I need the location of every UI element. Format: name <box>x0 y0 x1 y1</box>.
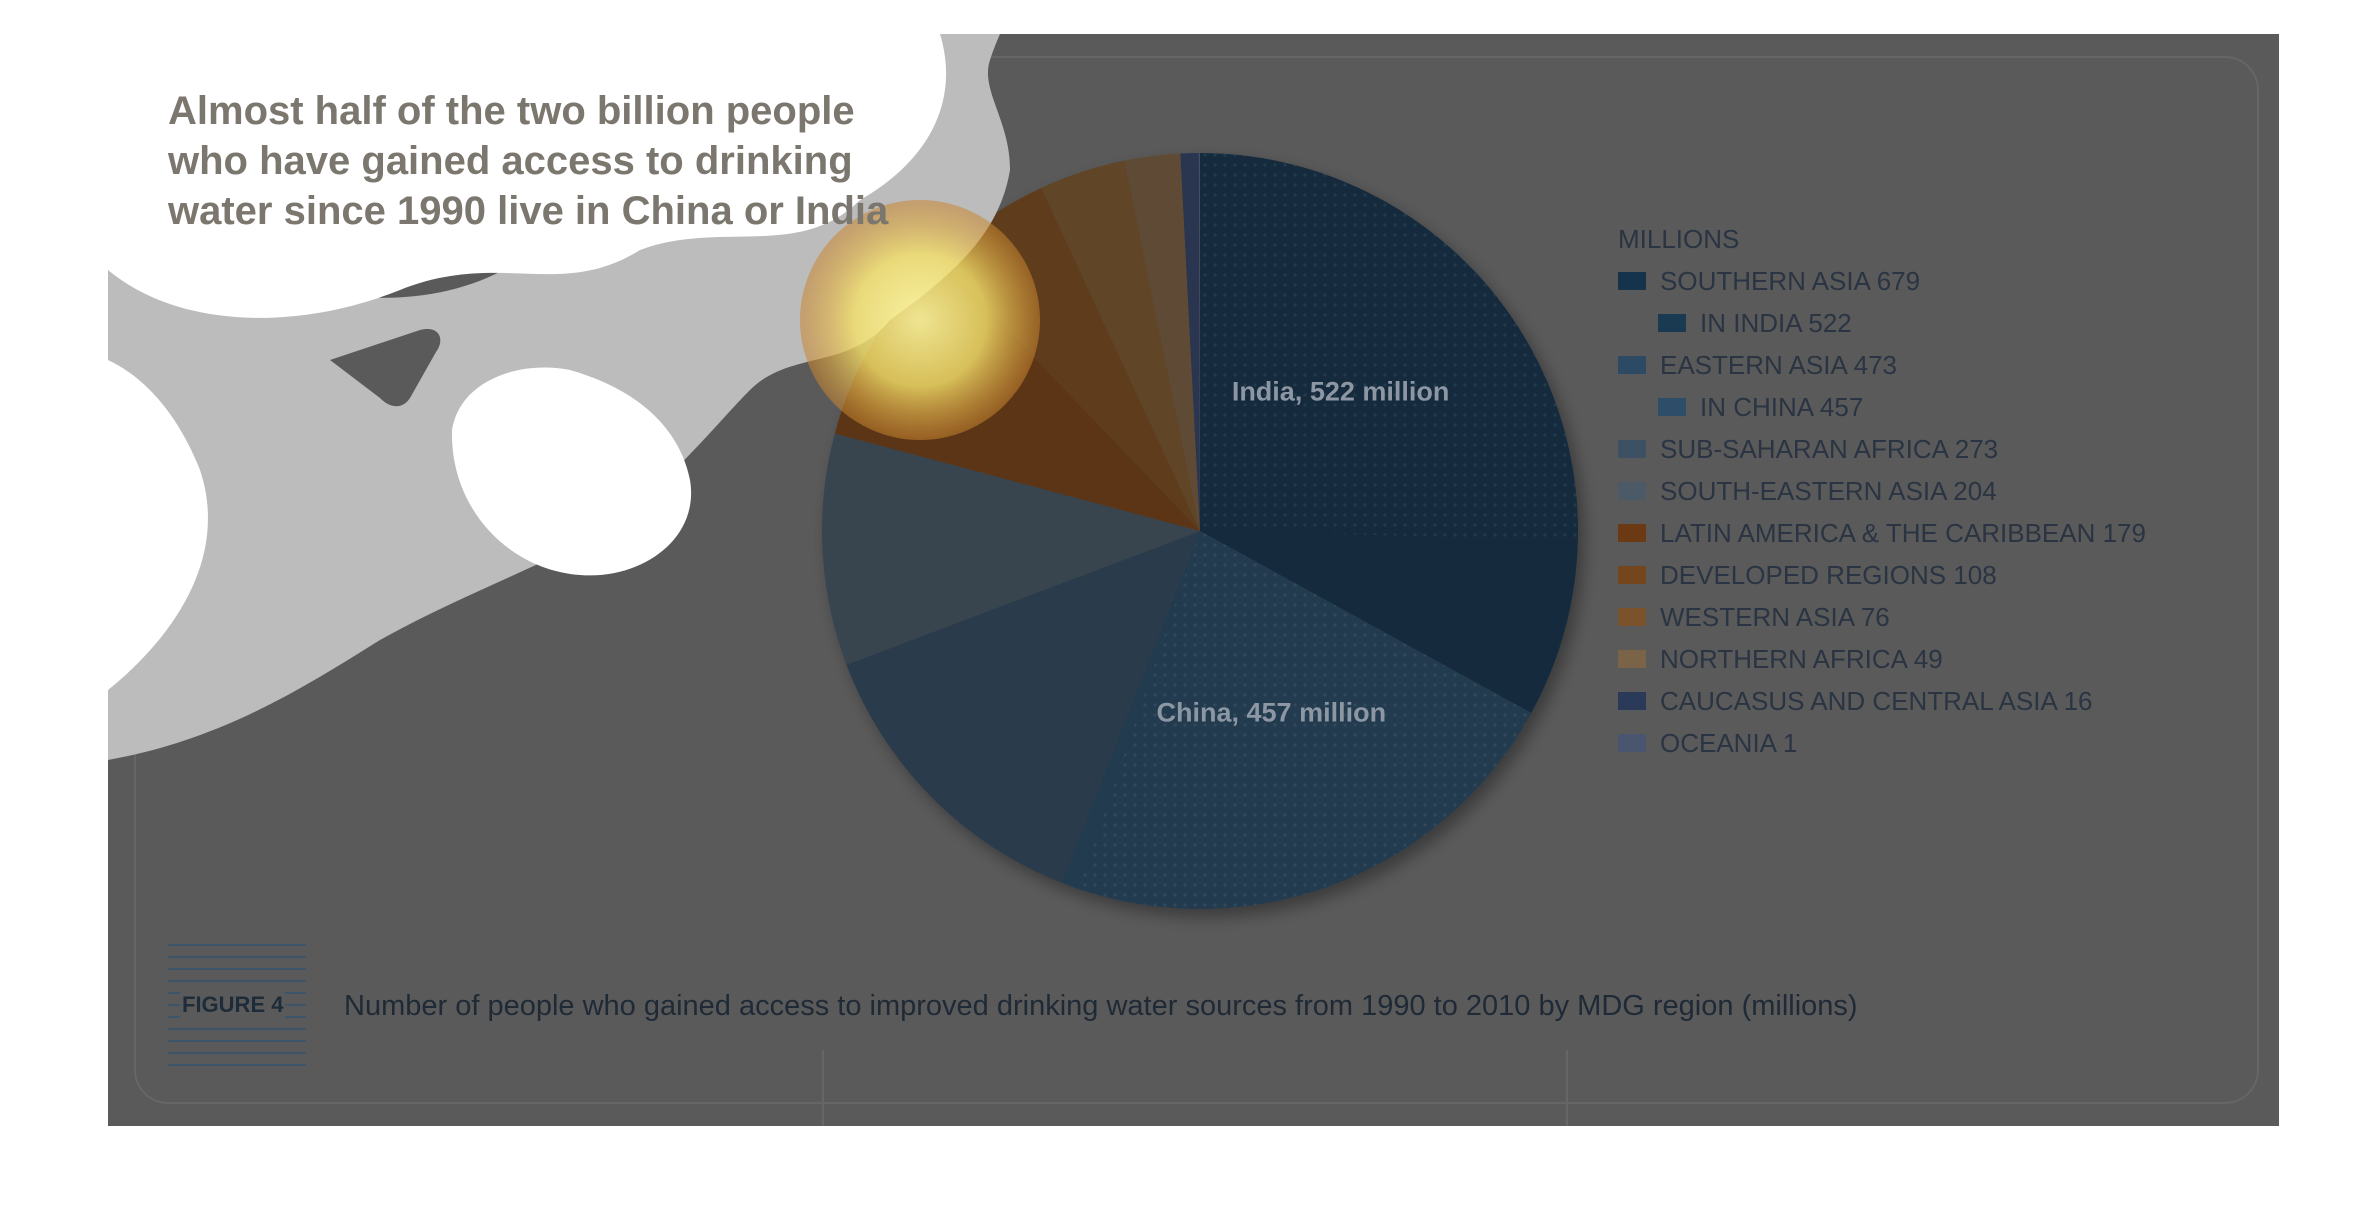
legend-item-latin-america-and-the-caribbean-179: LATIN AMERICA & THE CARIBBEAN 179 <box>1618 512 2318 554</box>
legend-label: SUB-SAHARAN AFRICA 273 <box>1660 433 1999 464</box>
pie-slice-western-asia <box>1041 160 1200 531</box>
legend-item-developed-regions-108: DEVELOPED REGIONS 108 <box>1618 554 2318 596</box>
legend-label: DEVELOPED REGIONS 108 <box>1660 559 1997 590</box>
slice-label-in-india: India, 522 million <box>1232 377 1450 407</box>
legend-item-eastern-asia-473: EASTERN ASIA 473 <box>1618 344 2318 386</box>
legend-swatch <box>1618 566 1646 584</box>
legend-item-caucasus-and-central-asia-16: CAUCASUS AND CENTRAL ASIA 16 <box>1618 680 2318 722</box>
legend-swatch <box>1618 272 1646 290</box>
legend-swatch <box>1658 398 1686 416</box>
legend-swatch <box>1658 314 1686 332</box>
legend-swatch <box>1618 440 1646 458</box>
legend-swatch <box>1618 356 1646 374</box>
legend-label: SOUTHERN ASIA 679 <box>1660 265 1921 296</box>
legend-swatch <box>1618 524 1646 542</box>
divider-line <box>1566 1050 1568 1126</box>
legend-item-in-china-457: IN CHINA 457 <box>1618 386 2318 428</box>
legend-swatch <box>1618 734 1646 752</box>
decorative-overlay <box>108 34 1040 760</box>
legend-swatch <box>1618 608 1646 626</box>
legend-label: IN INDIA 522 <box>1700 307 1852 338</box>
legend-label: NORTHERN AFRICA 49 <box>1660 643 1943 674</box>
legend-item-southern-asia-679: SOUTHERN ASIA 679 <box>1618 260 2318 302</box>
figure-label: FIGURE 4 <box>168 944 306 1068</box>
pie-slice-northern-africa <box>1124 153 1200 531</box>
divider-line <box>822 1050 824 1126</box>
legend-label: SOUTH-EASTERN ASIA 204 <box>1660 475 1997 506</box>
pie-slice-oceania <box>1198 152 1200 531</box>
legend-item-oceania-1: OCEANIA 1 <box>1618 722 2318 764</box>
legend-label: CAUCASUS AND CENTRAL ASIA 16 <box>1660 685 2093 716</box>
legend-item-in-india-522: IN INDIA 522 <box>1618 302 2318 344</box>
legend-label: OCEANIA 1 <box>1660 727 1798 758</box>
legend-swatch <box>1618 482 1646 500</box>
slice-label-in-china: China, 457 million <box>1157 697 1387 727</box>
legend-item-south-eastern-asia-204: SOUTH-EASTERN ASIA 204 <box>1618 470 2318 512</box>
legend-title: MILLIONS <box>1618 224 1740 254</box>
legend-label: EASTERN ASIA 473 <box>1660 349 1898 380</box>
pie-slice-sub-saharan-africa <box>846 531 1200 883</box>
figure-number: FIGURE 4 <box>180 992 286 1018</box>
legend-swatch <box>1618 692 1646 710</box>
legend-item-western-asia-76: WESTERN ASIA 76 <box>1618 596 2318 638</box>
headline: Almost half of the two billion people wh… <box>168 89 889 233</box>
legend-label: WESTERN ASIA 76 <box>1660 601 1890 632</box>
legend-label: LATIN AMERICA & THE CARIBBEAN 179 <box>1660 517 2146 548</box>
pie-subslice-in-india <box>1200 153 1578 540</box>
legend-item-sub-saharan-africa-273: SUB-SAHARAN AFRICA 273 <box>1618 428 2318 470</box>
legend-label: IN CHINA 457 <box>1700 391 1864 422</box>
legend-item-northern-africa-49: NORTHERN AFRICA 49 <box>1618 638 2318 680</box>
figure-caption: Number of people who gained access to im… <box>344 990 1858 1022</box>
pie-slice-caucasus-and-central-asia <box>1180 153 1200 531</box>
legend-swatch <box>1618 650 1646 668</box>
legend: MILLIONS SOUTHERN ASIA 679 IN INDIA 522 EA… <box>1618 218 2318 764</box>
pie-slice-south-eastern-asia <box>822 433 1200 665</box>
pie-subslice-in-china <box>1078 531 1532 910</box>
